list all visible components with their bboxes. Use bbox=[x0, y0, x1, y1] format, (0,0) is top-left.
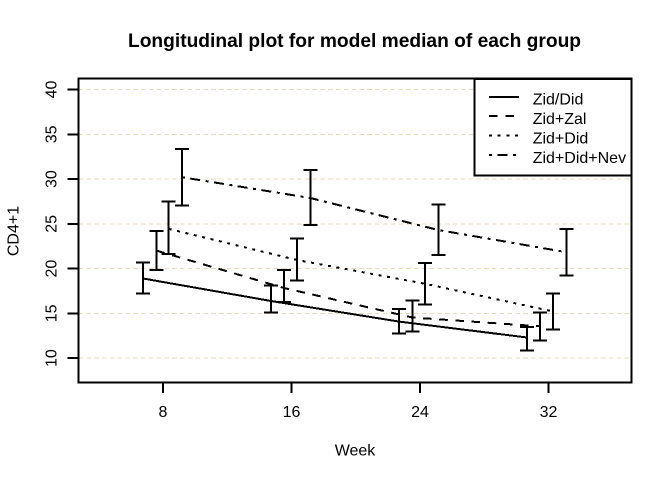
svg-text:40: 40 bbox=[44, 81, 61, 99]
svg-text:Zid+Did: Zid+Did bbox=[533, 130, 589, 147]
svg-text:Week: Week bbox=[335, 442, 377, 459]
svg-text:10: 10 bbox=[44, 349, 61, 367]
svg-text:20: 20 bbox=[44, 260, 61, 278]
svg-text:Longitudinal plot for model me: Longitudinal plot for model median of ea… bbox=[128, 31, 581, 52]
svg-text:35: 35 bbox=[44, 125, 61, 143]
svg-text:8: 8 bbox=[159, 404, 168, 421]
svg-text:Zid+Zal: Zid+Zal bbox=[533, 111, 587, 128]
svg-text:Zid/Did: Zid/Did bbox=[533, 92, 584, 109]
svg-text:15: 15 bbox=[44, 304, 61, 322]
svg-text:Zid+Did+Nev: Zid+Did+Nev bbox=[533, 150, 626, 167]
svg-text:30: 30 bbox=[44, 170, 61, 188]
svg-text:16: 16 bbox=[283, 404, 301, 421]
svg-text:32: 32 bbox=[540, 404, 558, 421]
svg-text:24: 24 bbox=[411, 404, 429, 421]
svg-text:25: 25 bbox=[44, 215, 61, 233]
svg-text:CD4+1: CD4+1 bbox=[6, 206, 23, 256]
